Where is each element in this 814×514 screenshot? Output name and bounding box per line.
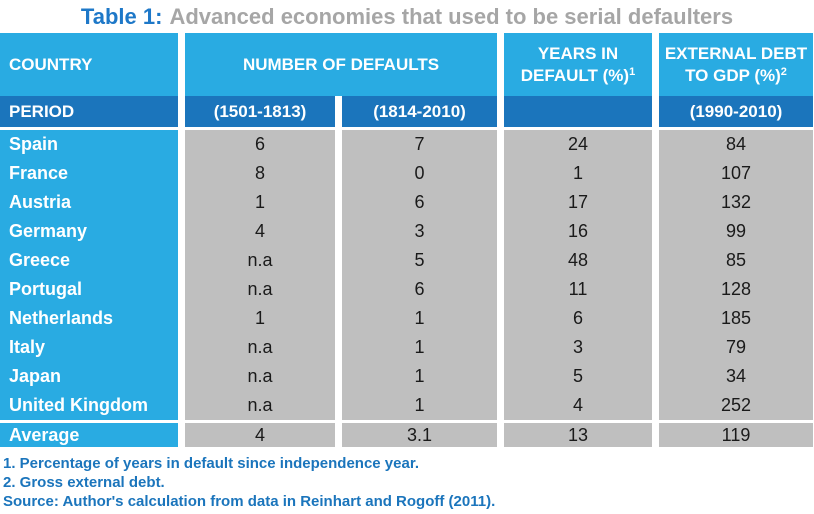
table-title-text: Advanced economies that used to be seria… (169, 3, 734, 29)
header-debt-line2: TO GDP (%)2 (685, 65, 787, 85)
header-debt-line1: EXTERNAL DEBT (664, 43, 808, 63)
average-years-in-default: 13 (504, 423, 652, 447)
value-cell: 1 (572, 163, 583, 183)
period-label: PERIOD (0, 96, 178, 127)
period-years-empty (504, 96, 652, 127)
value-cell: 84 (725, 134, 747, 154)
country-cell: Austria (9, 192, 72, 212)
value-cell: 11 (568, 279, 588, 299)
header-years-line2: DEFAULT (%)1 (520, 65, 636, 85)
value-cell: 132 (720, 192, 752, 212)
country-cell: France (9, 163, 69, 183)
value-cell: 17 (567, 192, 589, 212)
column-country: Spain France Austria Germany Greece Port… (0, 130, 178, 420)
period-1990-2010: (1990-2010) (659, 96, 813, 127)
footnotes: 1. Percentage of years in default since … (0, 454, 814, 511)
value-cell: 1 (254, 308, 265, 328)
header-country: COUNTRY (0, 33, 178, 96)
average-label: Average (0, 423, 178, 447)
value-cell: 8 (254, 163, 265, 183)
column-external-debt: 84 107 132 99 85 128 185 79 34 252 (659, 130, 813, 420)
average-row: Average 4 3.1 13 119 (0, 423, 814, 447)
column-years-in-default: 24 1 17 16 48 11 6 3 5 4 (504, 130, 652, 420)
value-cell: 7 (414, 134, 425, 154)
value-cell: 1 (414, 366, 425, 386)
footnote-ref-2: 2 (780, 65, 787, 78)
value-cell: 24 (567, 134, 589, 154)
header-years-in-default: YEARS IN DEFAULT (%)1 (504, 33, 652, 96)
value-cell: n.a (247, 395, 273, 415)
table-title: Table 1: Advanced economies that used to… (0, 0, 814, 33)
value-cell: 185 (720, 308, 752, 328)
period-1501-1813: (1501-1813) (185, 96, 335, 127)
footnote-1: 1. Percentage of years in default since … (3, 455, 420, 472)
country-cell: Portugal (9, 279, 83, 299)
value-cell: n.a (247, 337, 273, 357)
value-cell: 3 (572, 337, 583, 357)
value-cell: 48 (567, 250, 589, 270)
average-defaults-1501: 4 (185, 423, 335, 447)
value-cell: 16 (567, 221, 589, 241)
value-cell: 1 (414, 395, 425, 415)
value-cell: 3 (414, 221, 425, 241)
value-cell: 128 (720, 279, 752, 299)
table-title-label: Table 1: (80, 3, 163, 29)
country-cell: Germany (9, 221, 88, 241)
table-body: Spain France Austria Germany Greece Port… (0, 130, 814, 420)
value-cell: 99 (725, 221, 747, 241)
country-cell: Netherlands (9, 308, 114, 328)
period-1814-2010: (1814-2010) (342, 96, 497, 127)
value-cell: 107 (720, 163, 752, 183)
value-cell: 4 (254, 221, 265, 241)
value-cell: 6 (414, 279, 425, 299)
value-cell: 34 (725, 366, 747, 386)
average-defaults-1814: 3.1 (342, 423, 497, 447)
value-cell: n.a (247, 366, 273, 386)
value-cell: 1 (414, 308, 425, 328)
average-external-debt: 119 (659, 423, 813, 447)
value-cell: 1 (254, 192, 265, 212)
value-cell: 79 (725, 337, 747, 357)
value-cell: 0 (414, 163, 425, 183)
header-external-debt: EXTERNAL DEBT TO GDP (%)2 (659, 33, 813, 96)
column-defaults-1501-1813: 6 8 1 4 n.a n.a 1 n.a n.a n.a (185, 130, 335, 420)
column-defaults-1814-2010: 7 0 6 3 5 6 1 1 1 1 (342, 130, 497, 420)
header-number-of-defaults: NUMBER OF DEFAULTS (185, 33, 497, 96)
country-cell: Italy (9, 337, 46, 357)
country-cell: Japan (9, 366, 62, 386)
header-row: COUNTRY NUMBER OF DEFAULTS YEARS IN DEFA… (0, 33, 814, 96)
value-cell: 252 (720, 395, 752, 415)
footnote-ref-1: 1 (629, 65, 636, 78)
value-cell: n.a (247, 250, 273, 270)
value-cell: 1 (414, 337, 425, 357)
source-note: Source: Author's calculation from data i… (3, 493, 496, 510)
value-cell: 5 (572, 366, 583, 386)
value-cell: 85 (725, 250, 747, 270)
value-cell: n.a (247, 279, 273, 299)
country-cell: Spain (9, 134, 59, 154)
country-cell: Greece (9, 250, 71, 270)
period-row: PERIOD (1501-1813) (1814-2010) (1990-201… (0, 96, 814, 127)
value-cell: 5 (414, 250, 425, 270)
footnote-2: 2. Gross external debt. (3, 474, 165, 491)
country-cell: United Kingdom (9, 395, 148, 415)
header-years-line1: YEARS IN (537, 43, 619, 63)
defaults-table: COUNTRY NUMBER OF DEFAULTS YEARS IN DEFA… (0, 33, 814, 447)
value-cell: 4 (572, 395, 583, 415)
value-cell: 6 (572, 308, 583, 328)
value-cell: 6 (414, 192, 425, 212)
value-cell: 6 (254, 134, 265, 154)
